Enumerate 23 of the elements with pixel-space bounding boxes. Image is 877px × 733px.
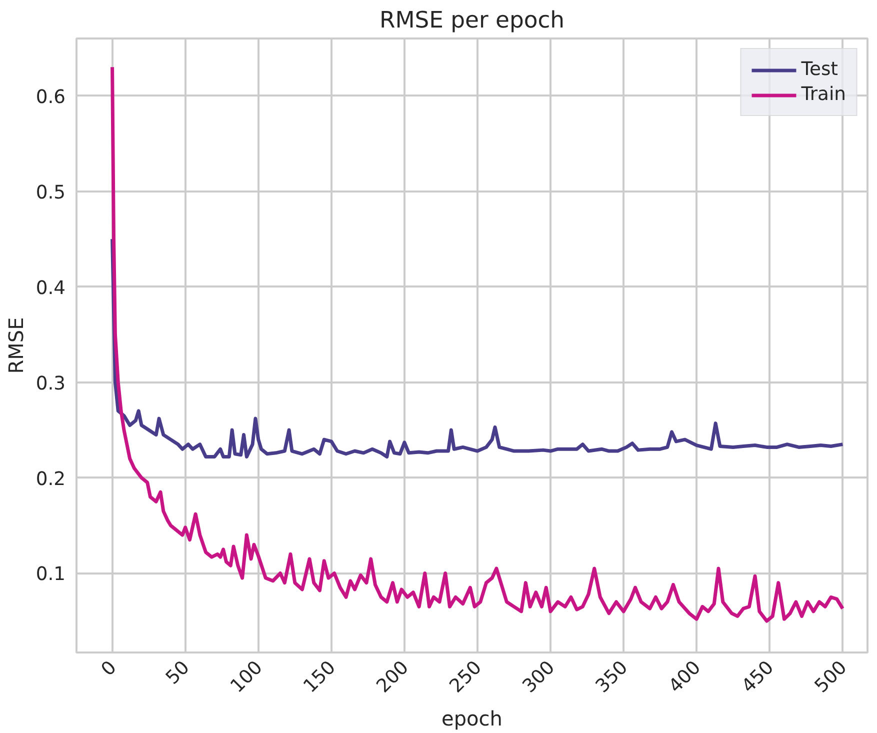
x-tick-label: 50 bbox=[162, 657, 194, 689]
legend-label: Test bbox=[801, 59, 838, 80]
x-tick-label: 300 bbox=[518, 657, 559, 698]
y-tick-label: 0.2 bbox=[36, 468, 66, 490]
line-series bbox=[110, 237, 844, 458]
y-tick-label: 0.4 bbox=[36, 278, 66, 299]
x-tick-label: 350 bbox=[592, 657, 632, 698]
y-tick-label: 0.1 bbox=[36, 564, 66, 586]
x-tick-label: 400 bbox=[665, 657, 706, 698]
x-tick-label: 0 bbox=[98, 657, 121, 680]
x-tick-label: 500 bbox=[811, 657, 852, 698]
x-tick-label: 450 bbox=[738, 657, 778, 698]
y-tick-label: 0.5 bbox=[36, 182, 66, 204]
legend-label: Train bbox=[801, 84, 846, 105]
y-axis-title: RMSE bbox=[4, 317, 28, 374]
x-tick-label: 150 bbox=[300, 657, 340, 698]
x-tick-label: 200 bbox=[372, 657, 413, 698]
y-tick-label: 0.3 bbox=[36, 373, 66, 394]
chart-title: RMSE per epoch bbox=[379, 8, 565, 34]
x-axis-title: epoch bbox=[442, 706, 502, 731]
y-tick-label: 0.6 bbox=[36, 86, 66, 108]
x-tick-label: 100 bbox=[226, 657, 267, 698]
x-tick-label: 250 bbox=[446, 657, 486, 698]
